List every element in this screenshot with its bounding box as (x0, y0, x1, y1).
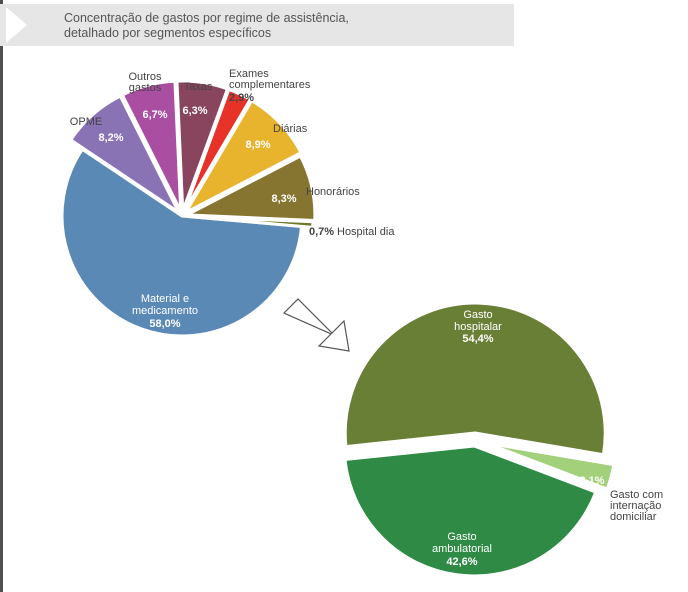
pie1-slice-5 (184, 99, 303, 215)
header-arrow-icon (6, 7, 27, 43)
pie1-value-taxas: 6,3% (182, 105, 207, 117)
pie1-value-opme: 8,2% (98, 132, 123, 144)
pie1-slice-4 (182, 87, 252, 213)
pie1-value-material: 58,0% (149, 318, 180, 330)
pie1-label-taxas: Taxas (184, 81, 213, 93)
pie1-label-honorarios: Honorários (306, 186, 360, 198)
pie1-label-material: Material e medicamento (132, 293, 198, 317)
pie1-slice-6 (185, 154, 317, 222)
pie1-value-outros: 6,7% (142, 109, 167, 121)
pie2-value-domiciliar: 3,1% (579, 475, 604, 487)
pie1-label-diarias: Diárias (273, 123, 308, 135)
pie1-value-diarias: 8,9% (245, 139, 270, 151)
pie2-value-hospitalar: 54,4% (462, 333, 493, 345)
pie2-label-hospitalar: Gasto hospitalar (454, 309, 502, 333)
pie1-label-hospital-dia: Hospital dia (337, 226, 395, 238)
pie1-value-honorarios: 8,3% (271, 193, 296, 205)
pie1-value-hospital-dia: 0,7% (309, 226, 334, 238)
pie1-slice-0 (60, 147, 304, 338)
header-band (0, 4, 514, 46)
pie1-slice-1 (69, 94, 181, 214)
pie1-slice-7 (185, 214, 315, 229)
left-edge-rule (0, 0, 3, 592)
pie1-value-exames: 2,9% (229, 92, 254, 104)
pie2-slice-1 (484, 441, 616, 491)
pie2-value-ambulatorial: 42,6% (446, 556, 477, 568)
pie1-label-opme: OPME (70, 116, 102, 128)
pie2-label-domiciliar: Gasto com internação domiciliar (610, 489, 663, 523)
pie2-slice-0 (343, 301, 607, 457)
header-title: Concentração de gastos por regime de ass… (64, 11, 349, 40)
pie1-label-outros: Outros gastos (128, 71, 162, 94)
pie1-slice-2 (120, 79, 183, 213)
pie1-label-exames: Exames complementares (229, 68, 311, 91)
pie2-slice-2 (343, 444, 598, 578)
pie2-label-ambulatorial: Gasto ambulatorial (432, 531, 492, 555)
connector-arrow-icon (282, 298, 350, 352)
